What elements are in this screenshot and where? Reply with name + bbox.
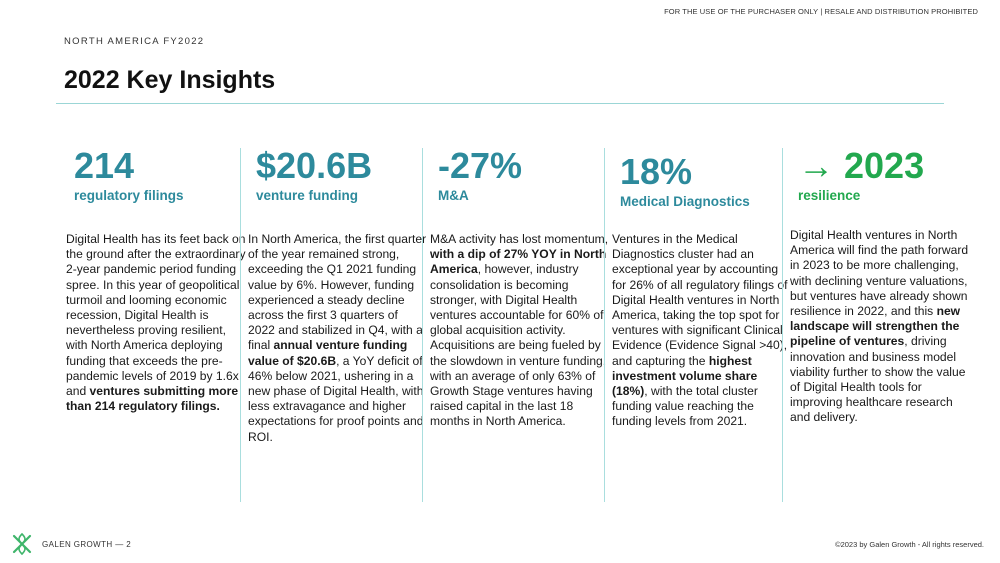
insight-subtitle: venture funding xyxy=(256,188,358,203)
insight-stat: $20.6B xyxy=(256,145,373,186)
insight-stat: 18% xyxy=(620,151,693,192)
insight-subtitle: Medical Diagnostics xyxy=(620,194,750,209)
insight-text: , a YoY deficit of 46% below 2021, usher… xyxy=(248,353,424,444)
galen-growth-logo-icon xyxy=(12,532,32,556)
insight-column-outlook: → 2023 resilience Digital Health venture… xyxy=(782,145,973,502)
insight-body: Digital Health has its feet back on the … xyxy=(66,232,246,414)
insight-subtitle: M&A xyxy=(438,188,469,203)
insight-text: , however, industry consolidation is bec… xyxy=(430,262,607,429)
insight-column-regulatory: 214 regulatory filings Digital Health ha… xyxy=(66,148,249,502)
insight-stat: -27% xyxy=(438,145,523,186)
footer-brand: GALEN GROWTH — 2 xyxy=(42,540,132,549)
insight-text: Digital Health has its feet back on the … xyxy=(66,232,246,399)
insight-highlight: new landscape will strengthen the pipeli… xyxy=(790,304,961,349)
disclaimer: FOR THE USE OF THE PURCHASER ONLY | RESA… xyxy=(664,7,978,16)
insight-body: M&A activity has lost momentum, with a d… xyxy=(430,232,610,430)
insight-body: Ventures in the Medical Diagnostics clus… xyxy=(612,232,792,430)
insight-text: In North America, the first quarter of t… xyxy=(248,232,427,353)
insight-highlight: ventures submitting more than 214 regula… xyxy=(66,384,239,414)
title-divider xyxy=(56,103,944,104)
insight-subtitle: resilience xyxy=(798,188,861,203)
insight-column-funding: $20.6B venture funding In North America,… xyxy=(240,145,431,502)
insight-text: Digital Health ventures in North America… xyxy=(790,228,969,319)
insight-text: , with the total cluster funding value r… xyxy=(612,384,758,429)
insight-stat: 214 xyxy=(74,145,135,186)
insight-subtitle: regulatory filings xyxy=(74,188,184,203)
insight-highlight: highest investment volume share (18%) xyxy=(612,353,758,399)
region-label: NORTH AMERICA FY2022 xyxy=(64,36,205,47)
insight-text: Ventures in the Medical Diagnostics clus… xyxy=(612,232,788,368)
insight-body: Digital Health ventures in North America… xyxy=(790,228,970,426)
insight-stat: → 2023 xyxy=(798,145,925,186)
page-title: 2022 Key Insights xyxy=(64,66,276,94)
insight-text: , driving innovation and business model … xyxy=(790,334,966,425)
insight-column-mna: -27% M&A M&A activity has lost momentum,… xyxy=(422,145,613,502)
insight-body: In North America, the first quarter of t… xyxy=(248,232,428,445)
insight-column-diagnostics: 18% Medical Diagnostics Ventures in the … xyxy=(604,148,795,502)
insight-highlight: with a dip of 27% YOY in North America xyxy=(430,247,607,277)
insight-text: M&A activity has lost momentum, xyxy=(430,232,609,246)
insight-highlight: annual venture funding value of $20.6B xyxy=(248,338,408,368)
footer-copyright: ©2023 by Galen Growth - All rights reser… xyxy=(835,540,984,549)
